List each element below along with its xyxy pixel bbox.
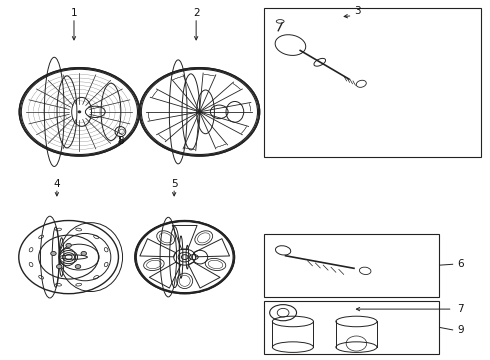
Circle shape (50, 252, 56, 256)
Bar (264, 234, 440, 297)
Text: 5: 5 (171, 179, 177, 189)
Circle shape (66, 243, 72, 247)
Text: 6: 6 (458, 259, 464, 269)
Bar (264, 301, 440, 354)
Text: 8: 8 (117, 136, 123, 145)
Circle shape (75, 265, 81, 269)
Text: 3: 3 (354, 6, 361, 17)
Circle shape (81, 252, 87, 256)
Text: 2: 2 (193, 8, 199, 18)
Text: 1: 1 (71, 8, 77, 18)
Bar (264, 8, 481, 157)
Text: 9: 9 (458, 325, 464, 335)
Text: 7: 7 (458, 304, 464, 314)
Text: 4: 4 (53, 179, 60, 189)
Circle shape (56, 265, 62, 269)
